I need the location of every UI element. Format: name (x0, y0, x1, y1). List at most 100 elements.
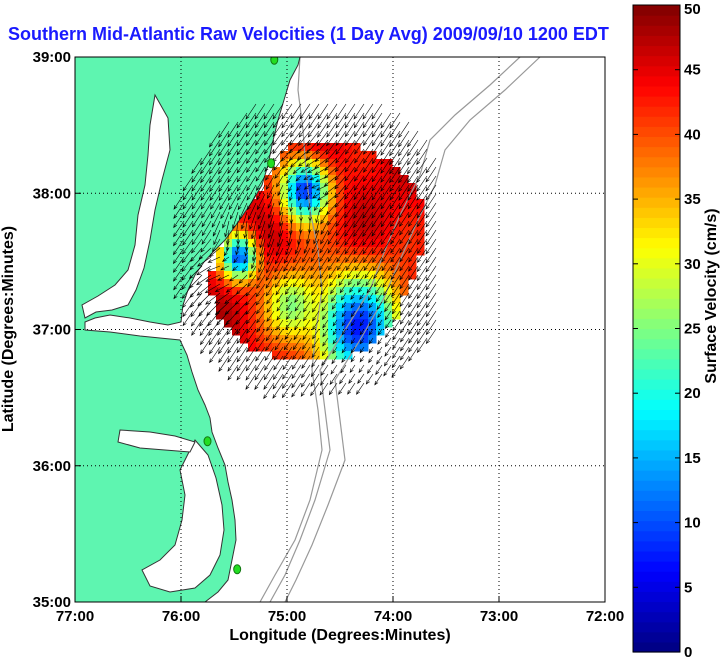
speed-cell (408, 223, 417, 232)
speed-cell (392, 295, 401, 304)
speed-cell (296, 199, 305, 208)
speed-cell (344, 295, 353, 304)
velocity-vector (229, 274, 239, 282)
velocity-vector (305, 148, 320, 161)
velocity-vector (362, 175, 374, 192)
velocity-vector (211, 211, 221, 228)
velocity-vector (408, 283, 419, 299)
velocity-vector (245, 355, 257, 372)
speed-cell (304, 215, 313, 224)
velocity-vector (307, 121, 320, 138)
velocity-vector (244, 247, 248, 257)
velocity-vector (344, 112, 356, 129)
velocity-vector (257, 265, 266, 281)
speed-cell (296, 311, 305, 320)
velocity-vector (200, 166, 212, 184)
velocity-vector (380, 193, 392, 210)
speed-cell (232, 311, 241, 320)
speed-cell (336, 255, 345, 264)
velocity-vector (324, 184, 338, 196)
velocity-vector (227, 139, 239, 157)
velocity-vector (281, 382, 293, 399)
speed-cell (360, 151, 369, 160)
colorbar-segment (633, 540, 680, 552)
colorbar-segment (633, 197, 680, 208)
velocity-vector (400, 337, 410, 352)
speed-cell (248, 279, 257, 288)
speed-cell (360, 287, 369, 296)
velocity-vector (243, 220, 248, 239)
velocity-vector (335, 121, 347, 138)
speed-cell (264, 183, 273, 192)
velocity-vector (217, 328, 230, 346)
velocity-vector (408, 337, 419, 353)
speed-cell (368, 183, 377, 192)
velocity-vector (281, 157, 293, 170)
velocity-vector (332, 319, 338, 327)
velocity-vector (181, 265, 194, 281)
speed-cell (288, 143, 297, 152)
velocity-vector (398, 193, 410, 210)
velocity-vector (255, 130, 266, 146)
speed-cell (256, 207, 265, 216)
speed-cell (416, 207, 425, 216)
speed-cell (376, 167, 385, 176)
velocity-vector (371, 157, 383, 174)
velocity-vector (173, 274, 185, 291)
velocity-vector (416, 184, 428, 201)
colorbar-segment (633, 368, 680, 380)
speed-cell (384, 295, 393, 304)
velocity-vector (416, 301, 428, 318)
speed-cell (304, 255, 313, 264)
velocity-vector (245, 139, 257, 155)
velocity-vector (205, 274, 221, 282)
speed-cell (384, 199, 393, 208)
speed-cell (280, 239, 289, 248)
speed-cell (272, 167, 281, 176)
velocity-vector (307, 130, 320, 147)
speed-cell (272, 263, 281, 272)
velocity-vector (313, 229, 320, 245)
velocity-vector (290, 112, 302, 129)
speed-cell (336, 191, 345, 200)
velocity-vector (384, 301, 392, 313)
velocity-vector (307, 166, 320, 174)
velocity-vector (278, 193, 284, 206)
velocity-vector (416, 211, 428, 228)
colorbar-segment (633, 490, 680, 501)
speed-cell (264, 175, 273, 184)
velocity-vector (344, 202, 356, 219)
speed-cell (392, 199, 401, 208)
velocity-vector (344, 130, 356, 146)
velocity-vector (376, 346, 383, 355)
speed-cell (280, 303, 289, 312)
velocity-vector (407, 175, 419, 193)
velocity-vector (283, 337, 293, 351)
speed-cell (264, 255, 273, 264)
velocity-vector (209, 130, 221, 148)
speed-cell (248, 319, 257, 328)
speed-cell (312, 343, 321, 352)
velocity-vector (286, 175, 293, 185)
velocity-vector (416, 166, 428, 184)
velocity-vector (331, 355, 338, 365)
speed-cell (344, 319, 353, 328)
speed-cell (360, 319, 369, 328)
x-tick-label: 77:00 (56, 608, 94, 625)
velocity-vector (425, 202, 437, 219)
velocity-vector (344, 184, 356, 200)
speed-cell (288, 335, 297, 344)
speed-cell (296, 255, 305, 264)
speed-cell (296, 343, 305, 352)
velocity-vector (218, 157, 230, 175)
velocity-vector (330, 364, 338, 375)
velocity-vector (363, 139, 374, 155)
velocity-vector (209, 184, 221, 201)
velocity-vector (236, 364, 248, 381)
velocity-vector (323, 166, 338, 179)
colorbar-segment (633, 25, 680, 36)
velocity-vector (327, 247, 338, 263)
velocity-vector (265, 283, 275, 297)
velocity-vector (344, 175, 356, 191)
speed-cell (272, 351, 281, 360)
